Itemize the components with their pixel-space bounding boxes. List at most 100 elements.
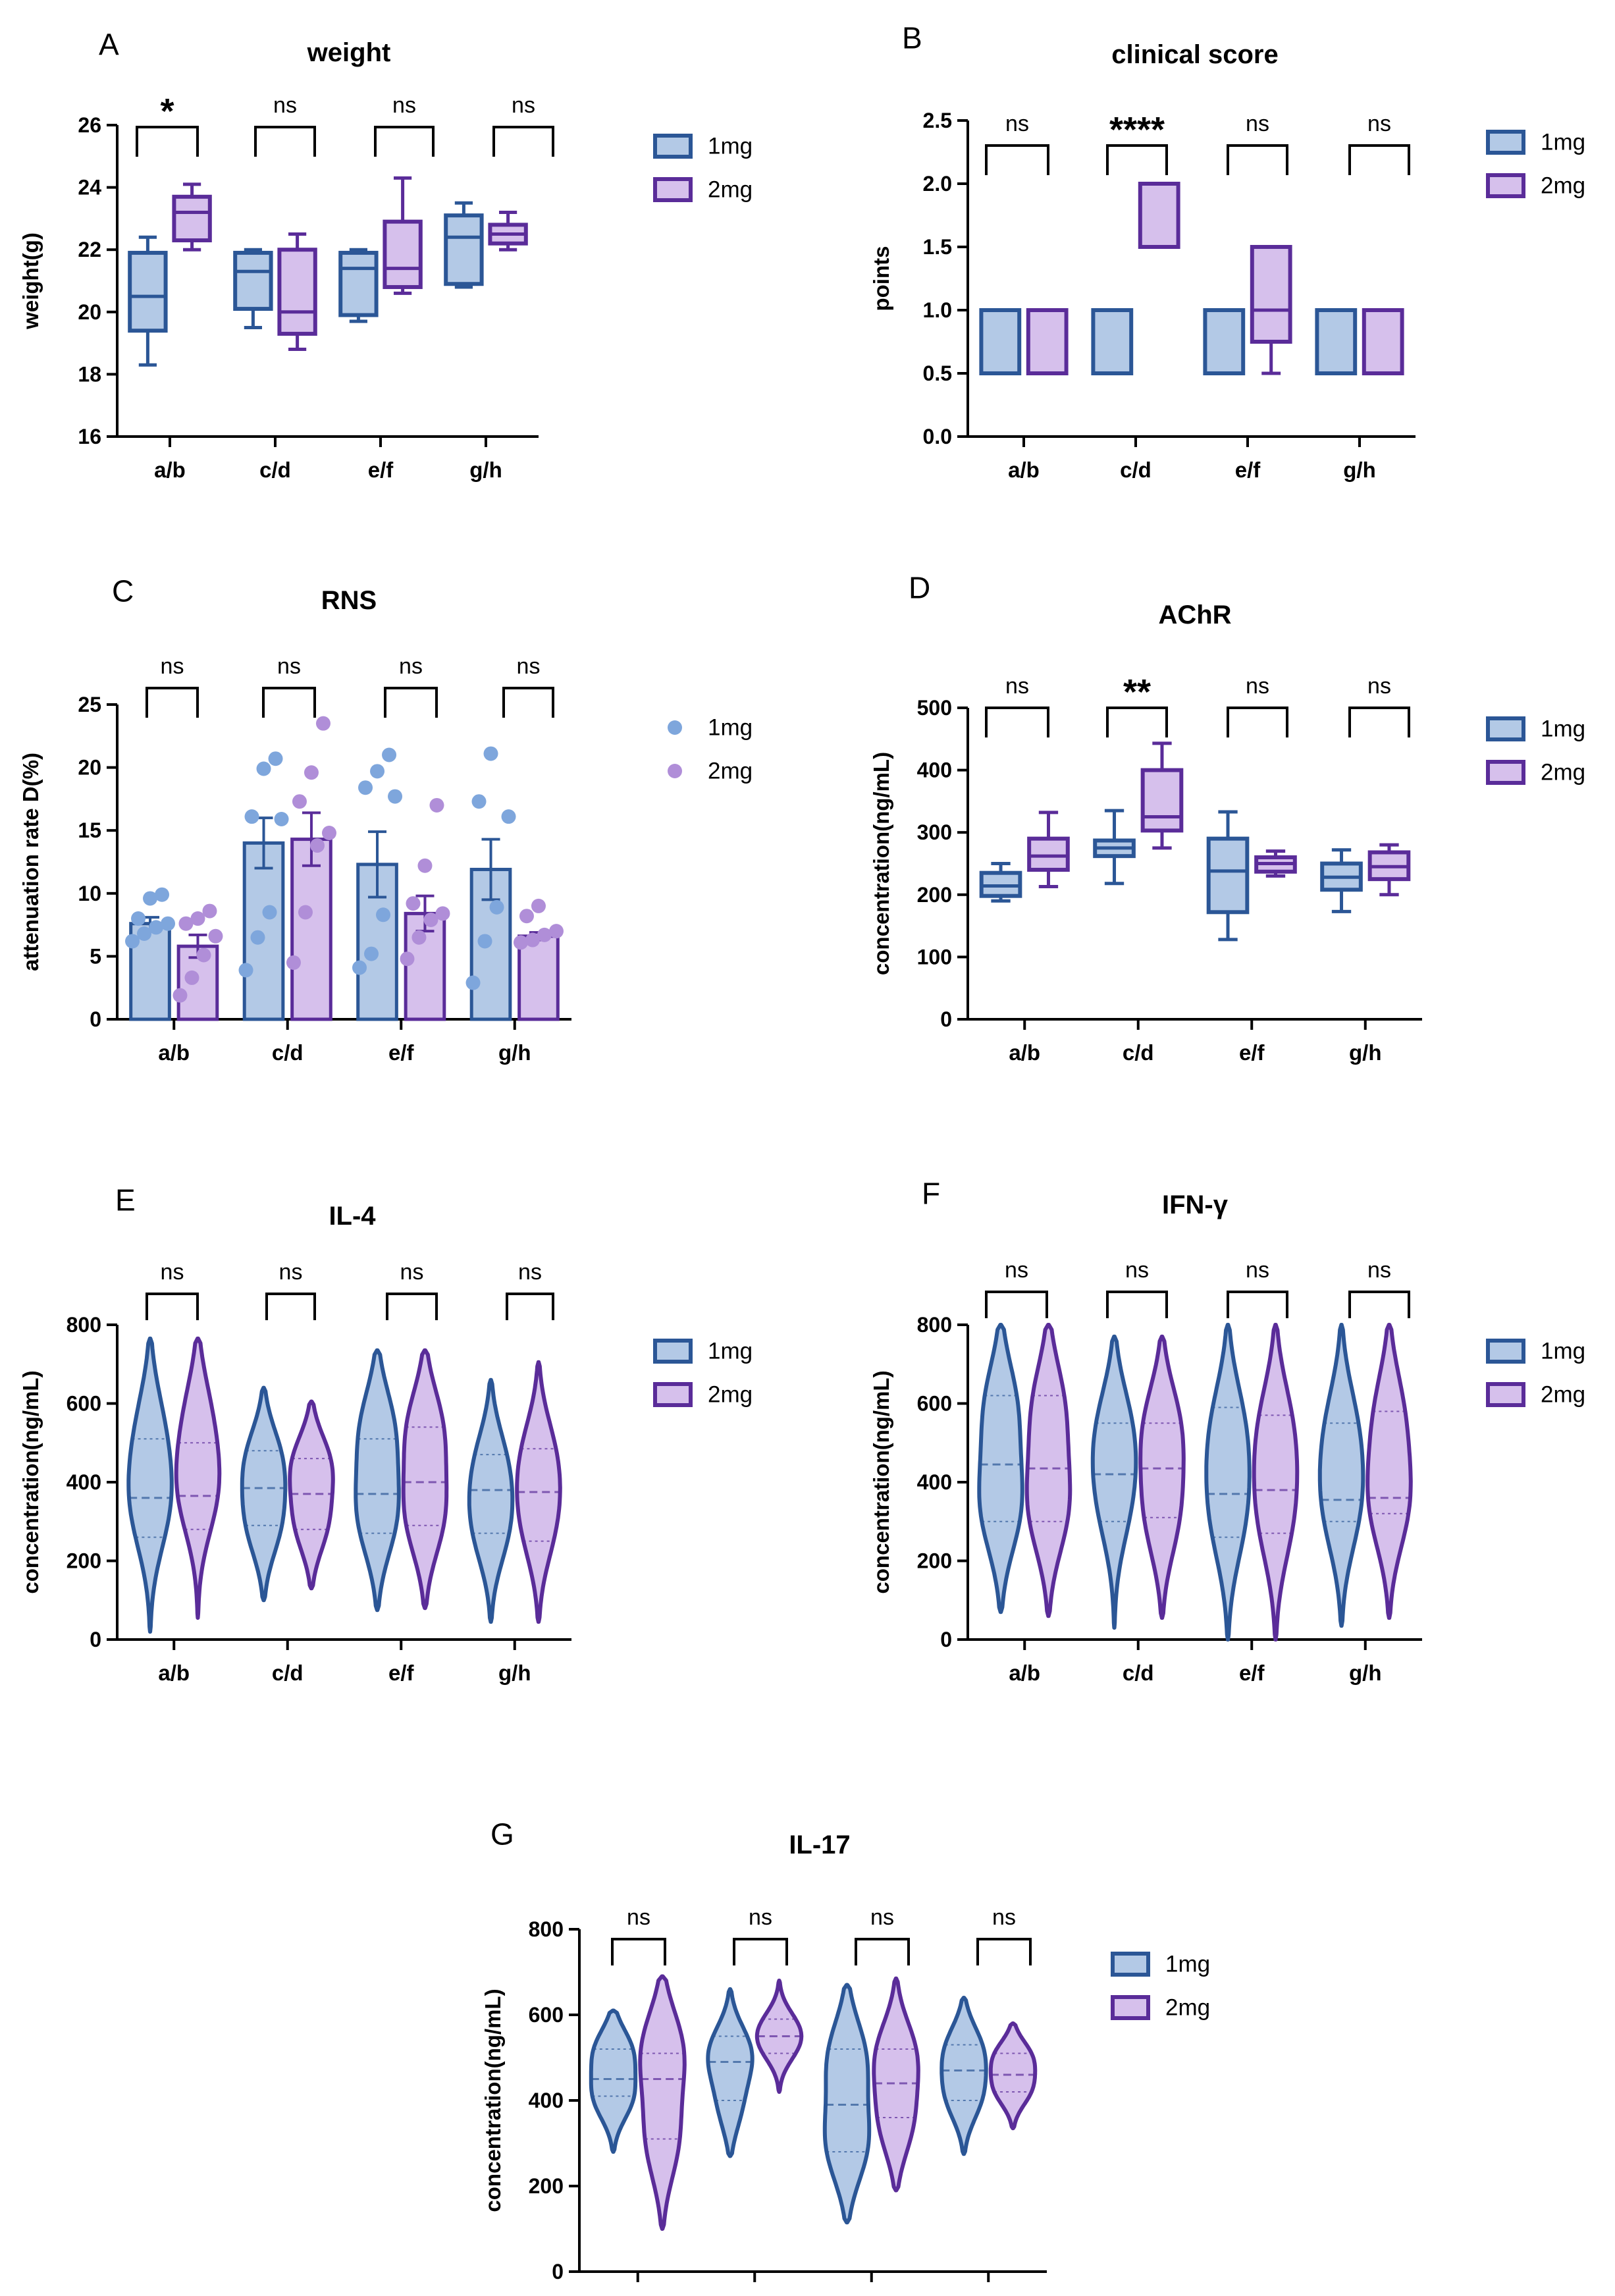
data-point-1mg [382,747,397,762]
panel-d: D AChR 0 100 200 300 400 500 concentration(ng/mL… [869,571,1585,1065]
y-tick-label: 1.5 [923,235,952,259]
data-point-2mg [411,930,427,945]
violin-2mg [1252,1323,1300,1642]
significance-label: ns [518,1260,542,1285]
x-tick-label: a/b [1008,458,1040,482]
violin-1mg [126,1336,174,1634]
y-tick-label: 500 [917,696,952,720]
y-axis-label: concentration(ng/mL) [869,1370,893,1593]
chart-title: clinical score [1111,40,1278,69]
significance-bracket [502,687,554,718]
significance-bracket [146,687,199,718]
significance-label: ns [992,1905,1016,1930]
significance-label: ns [161,654,184,679]
box-2mg [172,194,212,243]
legend-label-1mg: 1mg [708,1339,753,1364]
data-point-2mg [531,898,546,913]
data-point-1mg [376,907,391,922]
x-tick-label: c/d [739,2293,770,2296]
x-tick-label: c/d [1123,1661,1154,1685]
data-point-2mg [304,765,319,780]
data-point-2mg [309,838,325,853]
significance-bracket [265,1293,316,1320]
significance-bracket [1348,707,1410,737]
x-tick-label: e/f [1239,1040,1265,1065]
data-point-2mg [196,948,211,963]
violin-2mg [988,2021,1038,2131]
legend-swatch-2mg [1111,1995,1150,2020]
x-tick-label: c/d [259,458,291,482]
y-tick-label: 0 [940,1007,952,1031]
x-tick-label: a/b [1009,1661,1040,1685]
x-tick-label: g/h [972,2293,1005,2296]
box-1mg [338,250,379,317]
significance-label: ns [1367,674,1391,699]
box-1mg [128,250,168,333]
legend-label-1mg: 1mg [708,715,753,741]
significance-bracket [386,1293,438,1320]
x-tick-label: a/b [622,2293,654,2296]
significance-bracket [492,126,554,157]
panel-label: B [902,21,922,55]
x-tick-label: c/d [1120,458,1152,482]
box-2mg [1250,245,1292,344]
data-point-1mg [364,946,379,961]
significance-bracket [262,687,316,718]
y-tick-label: 24 [78,176,101,200]
x-tick-label: c/d [272,1661,304,1685]
data-point-1mg [352,960,367,975]
chart-title: IL-4 [329,1202,376,1231]
significance-bracket [611,1938,666,1965]
y-tick-label: 600 [66,1392,101,1416]
x-tick-label: e/f [388,1661,415,1685]
data-point-2mg [513,935,528,950]
violin-2mg [755,1979,804,2094]
significance-label: ns [273,93,297,118]
bar-2mg [517,934,560,1021]
panel-label: E [115,1183,136,1217]
y-tick-label: 20 [78,300,101,324]
significance-label: ns [1246,674,1269,699]
x-tick-label: g/h [1349,1661,1381,1685]
y-tick-label: 300 [917,820,952,844]
y-tick-label: 800 [66,1313,101,1337]
data-point-1mg [137,926,152,941]
significance-bracket [1348,1291,1410,1318]
significance-bracket [733,1938,788,1965]
panel-label: D [909,571,930,605]
data-point-1mg [256,761,271,776]
significance-label: ns [1005,111,1029,136]
panel-label: C [112,574,134,608]
data-point-1mg [125,934,140,949]
data-point-2mg [423,912,438,927]
significance-label: * [160,92,174,131]
y-tick-label: 0 [90,1628,101,1651]
data-point-1mg [149,920,164,935]
y-tick-label: 400 [529,2089,564,2112]
y-axis-label: concentration(ng/mL) [481,1989,505,2212]
data-point-1mg [161,916,176,931]
x-tick-label: e/f [368,458,394,482]
data-point-1mg [250,930,265,945]
violin-1mg [240,1385,288,1603]
legend-swatch-2mg [1486,760,1525,785]
y-tick-label: 5 [90,944,101,968]
panel-c: C RNS 0 5 10 15 20 25 attenuation rate D(%) a/b c/… [18,574,753,1065]
significance-bracket [1106,144,1168,175]
data-point-2mg [184,970,199,985]
data-point-2mg [178,916,194,931]
significance-bracket [136,126,199,157]
data-point-2mg [519,909,534,924]
x-tick-label: e/f [388,1040,415,1065]
y-tick-label: 400 [66,1470,101,1494]
panel-label: G [490,1817,514,1852]
data-point-1mg [483,746,498,761]
significance-label: ns [400,1260,424,1285]
significance-bracket [506,1293,554,1320]
legend-swatch-1mg [668,720,682,735]
violin-2mg [872,1976,920,2193]
y-tick-label: 0 [552,2260,564,2283]
y-tick-label: 100 [917,945,952,969]
significance-label: ns [512,93,535,118]
